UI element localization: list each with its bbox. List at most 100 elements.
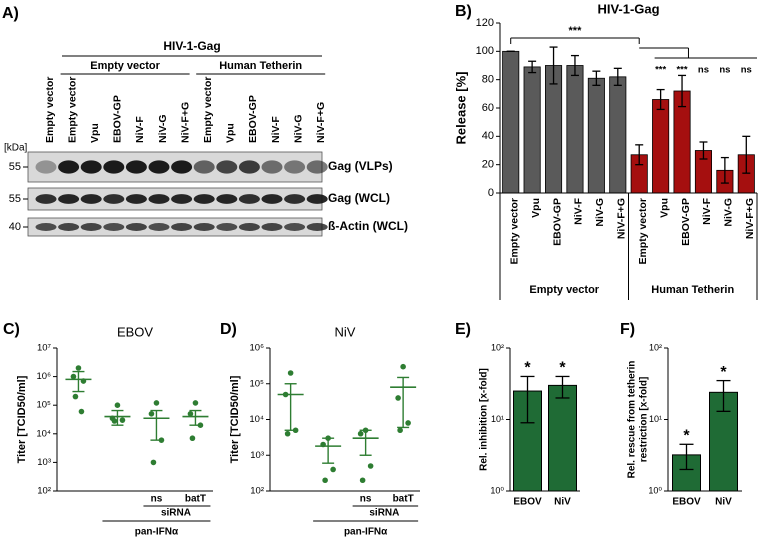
data-point <box>357 430 364 437</box>
data-point <box>322 477 328 484</box>
lane-label: NiV-G <box>157 114 169 143</box>
panel-label: B) <box>455 3 472 20</box>
significance: * <box>559 360 566 377</box>
band <box>284 160 306 174</box>
lane-label: Empty vector <box>66 76 78 143</box>
data-point <box>78 408 85 415</box>
band <box>103 160 125 174</box>
y-tick-label: 10¹ <box>649 414 662 424</box>
significance: ns <box>741 65 752 76</box>
y-tick-label: 10⁶ <box>37 371 52 382</box>
band <box>238 160 260 174</box>
lane-label: NiV-F <box>134 116 146 143</box>
band <box>80 223 102 231</box>
lane-label: Vpu <box>89 123 101 143</box>
y-axis-label: Titer [TCID50/ml] <box>16 375 28 463</box>
panel-label: C) <box>3 321 20 338</box>
x-tick-label: EBOV-GP <box>680 198 692 246</box>
bar <box>548 384 577 492</box>
sirna-label: siRNA <box>161 508 191 519</box>
x-tick-label: NiV-G <box>723 198 735 227</box>
panel-label: F) <box>620 321 635 338</box>
band <box>80 160 102 174</box>
band <box>103 194 125 204</box>
y-tick-label: 60 <box>482 102 494 114</box>
marker-label: 55 <box>9 161 21 173</box>
x-tick-label: NiV-F <box>701 197 713 224</box>
y-tick-label: 10¹ <box>491 414 504 424</box>
x-tick-label: Empty vector <box>508 198 520 265</box>
bar <box>566 65 584 194</box>
band <box>58 194 80 204</box>
data-point <box>400 363 406 370</box>
significance: ns <box>719 65 730 76</box>
marker-label: 55 <box>9 193 21 205</box>
y-axis-label: Titer [TCID50/ml] <box>229 375 241 463</box>
band <box>261 160 283 174</box>
data-point <box>150 459 157 466</box>
treatment-label: pan-IFNα <box>344 527 388 538</box>
lane-label: NiV-G <box>292 114 304 143</box>
y-tick-label: 40 <box>482 130 494 142</box>
x-tick-label: NiV-F+G <box>616 198 628 239</box>
y-tick-label: 10⁷ <box>37 343 52 354</box>
group-label: Human Tetherin <box>651 284 734 296</box>
band <box>171 160 193 174</box>
band <box>238 194 260 204</box>
x-tick-label: Vpu <box>658 198 670 218</box>
chart-title: EBOV <box>117 324 153 339</box>
bar <box>587 77 605 194</box>
band <box>80 194 102 204</box>
y-tick-label: 10² <box>649 342 662 352</box>
data-point <box>119 417 126 423</box>
data-point <box>330 466 336 473</box>
band <box>261 223 283 231</box>
y-tick-label: 10² <box>491 342 504 352</box>
data-point <box>287 370 294 376</box>
band <box>261 194 283 204</box>
band <box>148 223 170 231</box>
band <box>238 223 260 231</box>
category-note: batT <box>393 494 414 505</box>
sirna-label: siRNA <box>369 508 399 519</box>
lane-label: NiV-F <box>270 116 282 143</box>
band <box>125 160 147 174</box>
significance: *** <box>676 65 687 76</box>
band <box>306 223 328 231</box>
x-tick-label: NiV-F+G <box>744 198 756 239</box>
y-tick-label: 120 <box>476 17 494 29</box>
band <box>284 223 306 231</box>
category-note: ns <box>151 494 163 505</box>
data-point <box>189 435 196 442</box>
x-tick-label: NiV-G <box>594 198 606 227</box>
data-point <box>111 418 118 424</box>
panel-label: E) <box>455 321 471 338</box>
marker-label: 40 <box>9 221 21 233</box>
row-label: ß-Actin (WCL) <box>328 219 408 233</box>
band <box>193 160 215 174</box>
bar <box>523 66 541 194</box>
band <box>171 194 193 204</box>
band <box>103 223 125 231</box>
significance: * <box>683 428 690 445</box>
data-point <box>405 420 411 426</box>
y-tick-label: 10⁰ <box>648 485 662 495</box>
x-tick-label: EBOV <box>672 497 701 508</box>
x-tick-label: NiV <box>554 497 571 508</box>
y-tick-label: 10² <box>37 486 51 497</box>
data-point <box>153 400 160 406</box>
data-point <box>114 402 121 409</box>
lane-label: NiV-F+G <box>179 102 191 143</box>
y-tick-label: 10³ <box>37 457 51 468</box>
significance: * <box>524 360 531 377</box>
y-tick-label: 10⁵ <box>36 400 51 411</box>
y-tick-label: 10⁰ <box>490 485 504 495</box>
lane-label: NiV-F+G <box>315 102 327 143</box>
category-note: batT <box>185 494 206 505</box>
data-point <box>148 411 155 417</box>
lane-label: EBOV-GP <box>112 95 124 143</box>
data-point <box>192 400 199 406</box>
lane-label: Empty vector <box>202 76 214 143</box>
band <box>306 194 328 204</box>
band <box>35 160 57 174</box>
